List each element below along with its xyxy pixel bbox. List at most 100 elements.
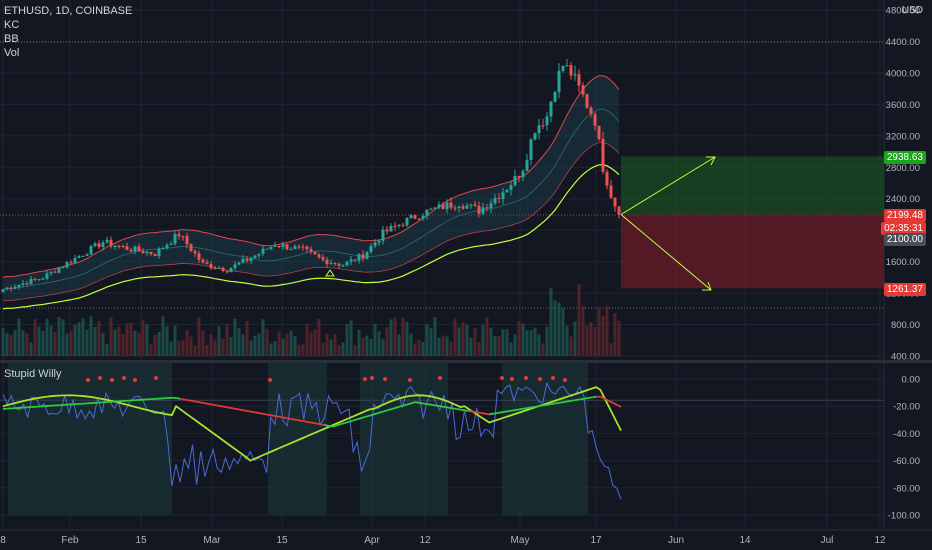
volume-bar [329, 339, 333, 356]
volume-bar [557, 302, 561, 356]
slow-line-segment [373, 412, 379, 416]
volume-bar [49, 325, 53, 356]
volume-bar [317, 318, 321, 356]
slow-line-segment [464, 409, 469, 412]
down-arrow-head [702, 281, 712, 291]
slow-line-segment [340, 422, 346, 426]
volume-bar [249, 340, 253, 356]
candle-body [165, 245, 169, 249]
volume-bar [421, 341, 425, 356]
candle-body [101, 242, 105, 248]
slow-line-segment [282, 416, 288, 420]
volume-bar [385, 327, 389, 356]
candle-body [525, 159, 529, 171]
slow-line-segment [184, 398, 189, 402]
slow-line-segment [600, 395, 605, 400]
slow-line-segment [377, 411, 383, 414]
candle-body [589, 107, 593, 115]
volume-bar [605, 306, 609, 356]
symbol-title[interactable]: ETHUSD, 1D, COINBASE [4, 5, 133, 17]
indicator-vol[interactable]: Vol [4, 47, 20, 59]
stop-price-tag: 1261.37 [883, 283, 926, 296]
lower-pane-title[interactable]: Stupid Willy [4, 368, 62, 380]
candle-body [513, 176, 517, 186]
candle-body [329, 263, 333, 265]
slow-line-segment [348, 419, 354, 423]
overbought-dot [408, 378, 412, 382]
chart-legend: ETHUSD, 1D, COINBASE KC BB Vol [4, 4, 132, 60]
candle-body [57, 267, 61, 273]
candle-body [237, 262, 241, 265]
indicator-kc[interactable]: KC [4, 19, 20, 31]
volume-bar [309, 332, 313, 356]
candle-body [77, 256, 81, 259]
volume-bar [521, 323, 525, 356]
volume-bar [89, 316, 93, 356]
volume-bar [341, 342, 345, 356]
volume-bar [209, 334, 213, 356]
volume-bar [357, 329, 361, 356]
slow-line-segment [233, 407, 239, 411]
candle-body [449, 202, 453, 208]
slow-line-segment [439, 405, 444, 408]
volume-bar [269, 343, 273, 356]
volume-bar [1, 327, 5, 356]
up-arrow-line [620, 156, 716, 215]
candle-body [409, 215, 413, 218]
slow-line-segment [299, 419, 304, 423]
slow-line-segment [336, 423, 342, 427]
overbought-dot [110, 378, 114, 382]
candle-body [213, 268, 217, 270]
candle-body [457, 206, 461, 208]
overbought-dot [510, 377, 514, 381]
price-axis-label: 4800.00 [886, 6, 920, 17]
candle-body [253, 255, 257, 259]
volume-bar [345, 324, 349, 356]
candle-body [337, 263, 341, 266]
slow-line-segment [254, 411, 259, 414]
volume-bar [529, 330, 533, 356]
candle-body [145, 251, 149, 254]
volume-bar [305, 323, 309, 356]
slow-line-segment [513, 408, 519, 412]
candle-body [437, 204, 441, 208]
candle-body [169, 243, 173, 246]
volume-bar [5, 332, 9, 356]
candle-body [273, 246, 277, 248]
slow-line-segment [538, 404, 543, 408]
candle-body [289, 249, 293, 251]
volume-bar [265, 328, 269, 356]
candle-body [381, 229, 385, 241]
candle-body [269, 246, 273, 250]
oscillator-axis-label: -80.00 [893, 483, 920, 494]
slow-line-segment [344, 420, 350, 424]
slow-line-segment [200, 401, 206, 405]
candle-body [133, 246, 137, 252]
candle-body [357, 254, 361, 261]
oscillator-zone [268, 363, 327, 515]
volume-bar [181, 339, 185, 356]
volume-bar [177, 340, 181, 356]
slow-line-segment [472, 410, 477, 414]
price-axis-label: 400.00 [891, 352, 920, 363]
candle-body [65, 262, 69, 268]
volume-bar [73, 324, 77, 356]
candle-body [497, 198, 501, 200]
candle-body [29, 278, 33, 285]
slow-line-segment [266, 413, 271, 417]
volume-bar [113, 329, 117, 356]
candle-body [433, 207, 437, 209]
volume-bar [53, 332, 57, 356]
volume-bar [273, 341, 277, 356]
volume-bar [569, 336, 573, 356]
time-axis-label: 15 [276, 535, 288, 546]
volume-bar [93, 326, 97, 356]
candle-body [417, 218, 421, 220]
volume-bar [613, 313, 617, 356]
slow-line-segment [398, 404, 403, 408]
candle-body [49, 271, 53, 274]
candle-body [517, 176, 521, 178]
volume-bar [373, 324, 377, 356]
indicator-bb[interactable]: BB [4, 33, 19, 45]
